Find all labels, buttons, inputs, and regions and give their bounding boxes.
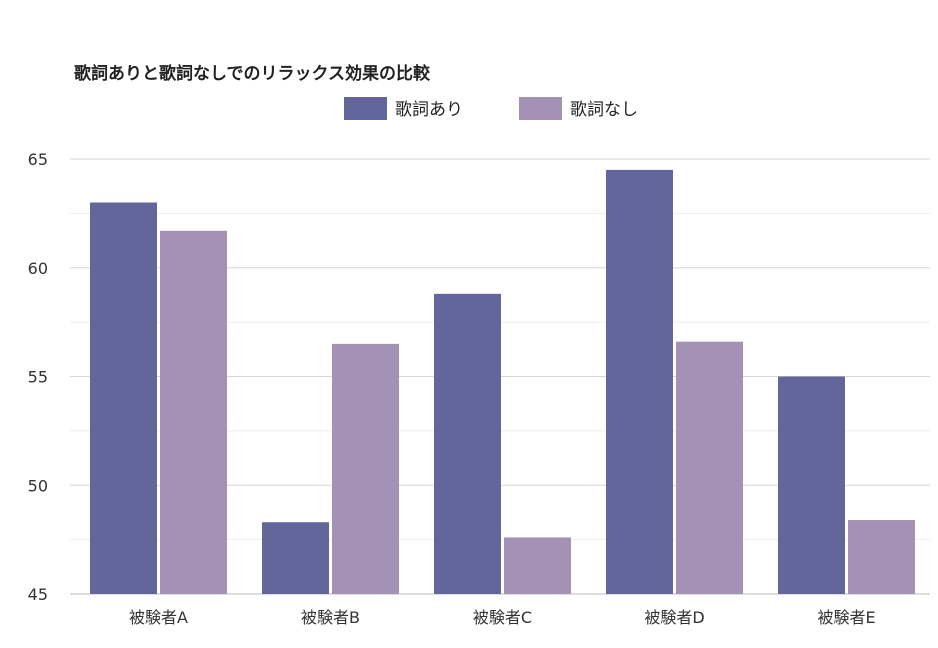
x-axis-labels: 被験者A 被験者B 被験者C 被験者D 被験者E	[129, 608, 876, 627]
x-category-label: 被験者E	[817, 608, 875, 627]
bar-no-lyrics	[676, 341, 743, 594]
x-category-label: 被験者A	[129, 608, 188, 627]
y-axis-ticks: 45 50 55 60 65	[28, 150, 48, 604]
y-tick-label: 45	[28, 585, 48, 604]
y-tick-label: 60	[28, 259, 48, 278]
bar-no-lyrics	[332, 343, 399, 594]
x-category-label: 被験者C	[473, 608, 532, 627]
legend-swatch-lyrics	[344, 97, 387, 120]
chart-title: 歌詞ありと歌詞なしでのリラックス効果の比較	[74, 63, 431, 84]
legend-label-no-lyrics: 歌詞なし	[570, 100, 638, 120]
legend-label-lyrics: 歌詞あり	[395, 100, 463, 120]
y-tick-label: 50	[28, 476, 48, 495]
bar-lyrics	[606, 169, 673, 594]
bar-lyrics	[434, 293, 501, 594]
legend-swatch-no-lyrics	[519, 97, 562, 120]
legend: 歌詞あり 歌詞なし	[344, 97, 638, 120]
bar-lyrics	[90, 202, 157, 594]
y-tick-label: 65	[28, 150, 48, 169]
bars	[90, 169, 915, 594]
bar-lyrics	[778, 376, 845, 594]
bar-no-lyrics	[160, 230, 227, 594]
y-tick-label: 55	[28, 368, 48, 387]
x-category-label: 被験者B	[301, 608, 360, 627]
bar-lyrics	[262, 522, 329, 594]
x-category-label: 被験者D	[644, 608, 704, 627]
bar-no-lyrics	[848, 520, 915, 594]
bar-no-lyrics	[504, 537, 571, 594]
